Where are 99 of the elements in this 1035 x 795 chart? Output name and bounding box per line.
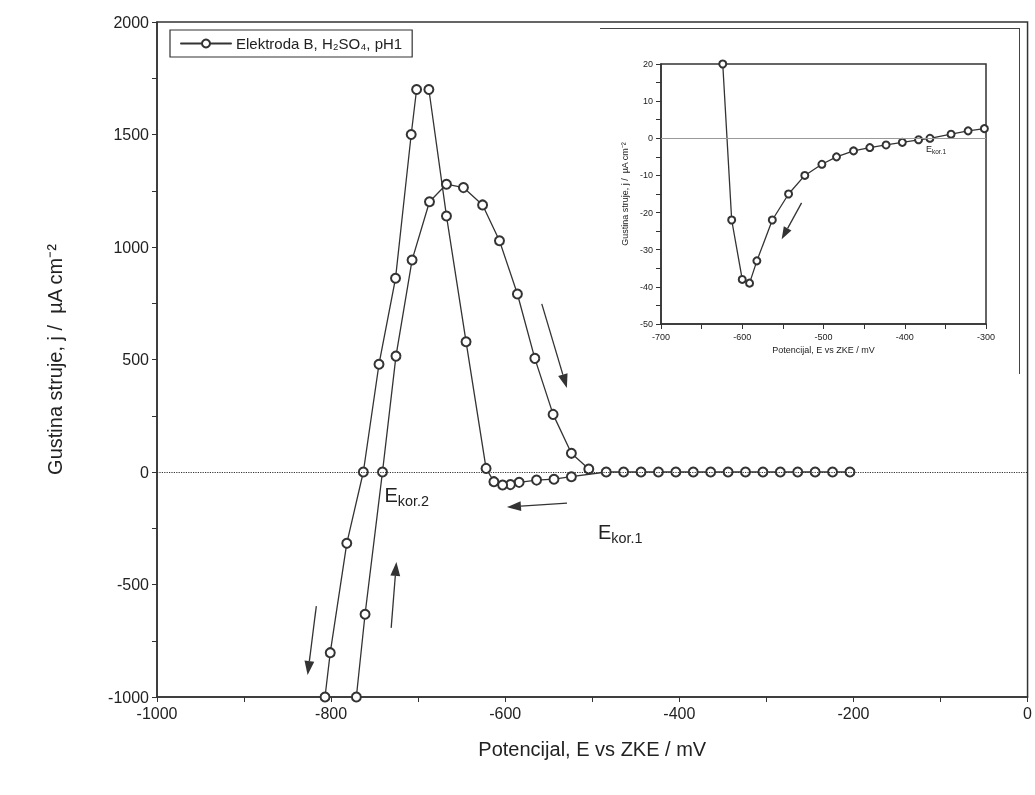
- point: [547, 408, 559, 420]
- y-tick-label: -10: [639, 170, 653, 181]
- x-axis-title: Potencijal, E vs ZKE / mV: [772, 345, 875, 356]
- point: [324, 647, 336, 659]
- x-tick-label: -400: [663, 704, 696, 722]
- point: [752, 256, 762, 266]
- point: [390, 272, 402, 284]
- point: [350, 691, 362, 703]
- point: [477, 199, 489, 211]
- point: [963, 126, 973, 136]
- y-tick-label: 1000: [113, 238, 150, 256]
- x-tick-label: -700: [651, 331, 671, 342]
- y-axis-title: Gustina struje, j / µA cm⁻²: [44, 243, 66, 475]
- x-axis-title: Potencijal, E vs ZKE / mV: [478, 738, 707, 760]
- y-tick-label: 0: [140, 463, 150, 481]
- point: [670, 466, 682, 478]
- y-tick-label: 10: [642, 96, 653, 107]
- y-tick-label: 20: [642, 59, 653, 69]
- point: [827, 466, 839, 478]
- point: [705, 466, 717, 478]
- y-tick-label: -20: [639, 207, 653, 218]
- point: [718, 59, 728, 69]
- y-axis-title: Gustina struje, j / µA cm⁻²: [619, 142, 630, 246]
- point: [784, 189, 794, 199]
- y-tick-label: -1000: [108, 688, 150, 706]
- point: [497, 479, 509, 491]
- y-tick-label: 1500: [113, 126, 150, 143]
- point: [341, 537, 353, 549]
- point: [440, 210, 452, 222]
- point: [513, 476, 525, 488]
- point: [635, 466, 647, 478]
- point: [548, 473, 560, 485]
- point: [618, 466, 630, 478]
- x-tick-label: -600: [489, 704, 522, 722]
- annotation: E$_{kor.2}$: [384, 484, 430, 510]
- legend-label: Elektroda B, H₂SO₄, pH1: [236, 35, 403, 52]
- point: [488, 476, 500, 488]
- point: [460, 336, 472, 348]
- point: [817, 159, 827, 169]
- point: [687, 466, 699, 478]
- point: [565, 447, 577, 459]
- y-tick-label: 0: [647, 133, 653, 144]
- point: [745, 278, 755, 288]
- point: [774, 466, 786, 478]
- point: [865, 143, 875, 153]
- point: [423, 196, 435, 208]
- point: [440, 178, 452, 190]
- point: [411, 84, 423, 95]
- y-tick-label: -30: [639, 244, 653, 255]
- point: [405, 129, 417, 140]
- point: [767, 215, 777, 225]
- point: [423, 84, 435, 95]
- point: [406, 254, 418, 266]
- y-tick-label: -500: [116, 576, 150, 593]
- point: [652, 466, 664, 478]
- point: [737, 274, 747, 284]
- point: [844, 466, 856, 478]
- point: [480, 462, 492, 474]
- y-tick-label: 2000: [113, 13, 150, 31]
- point: [849, 146, 859, 156]
- annotation: E$_{kor.1}$: [925, 144, 947, 156]
- x-tick-label: -600: [733, 331, 752, 342]
- annotation: E$_{kor.1}$: [598, 521, 643, 547]
- point: [457, 182, 469, 194]
- point: [583, 463, 595, 475]
- point: [357, 466, 369, 478]
- point: [792, 466, 804, 478]
- point: [722, 466, 734, 478]
- x-tick-label: -200: [837, 704, 870, 722]
- point: [511, 288, 523, 300]
- point: [832, 152, 841, 162]
- point: [727, 215, 737, 225]
- x-tick-label: -800: [315, 704, 348, 722]
- point: [319, 691, 331, 703]
- point: [359, 608, 371, 620]
- point: [809, 466, 821, 478]
- y-tick-label: -50: [639, 319, 653, 329]
- point: [493, 235, 505, 247]
- point: [373, 358, 385, 370]
- x-tick-label: -1000: [136, 704, 178, 722]
- point: [390, 350, 402, 362]
- point: [881, 140, 891, 150]
- x-tick-label: -300: [976, 331, 996, 342]
- x-tick-label: 0: [1023, 704, 1033, 722]
- point: [946, 129, 956, 139]
- x-tick-label: -400: [895, 331, 914, 342]
- y-tick-label: 500: [122, 351, 150, 368]
- point: [376, 466, 388, 478]
- point: [740, 466, 751, 478]
- x-tick-label: -500: [814, 331, 833, 342]
- point: [897, 137, 907, 147]
- point: [565, 471, 577, 483]
- point: [531, 474, 543, 486]
- point: [529, 352, 541, 364]
- point: [979, 124, 989, 134]
- y-tick-label: -40: [639, 281, 653, 292]
- point: [600, 466, 612, 478]
- point: [757, 466, 769, 478]
- point: [800, 170, 810, 180]
